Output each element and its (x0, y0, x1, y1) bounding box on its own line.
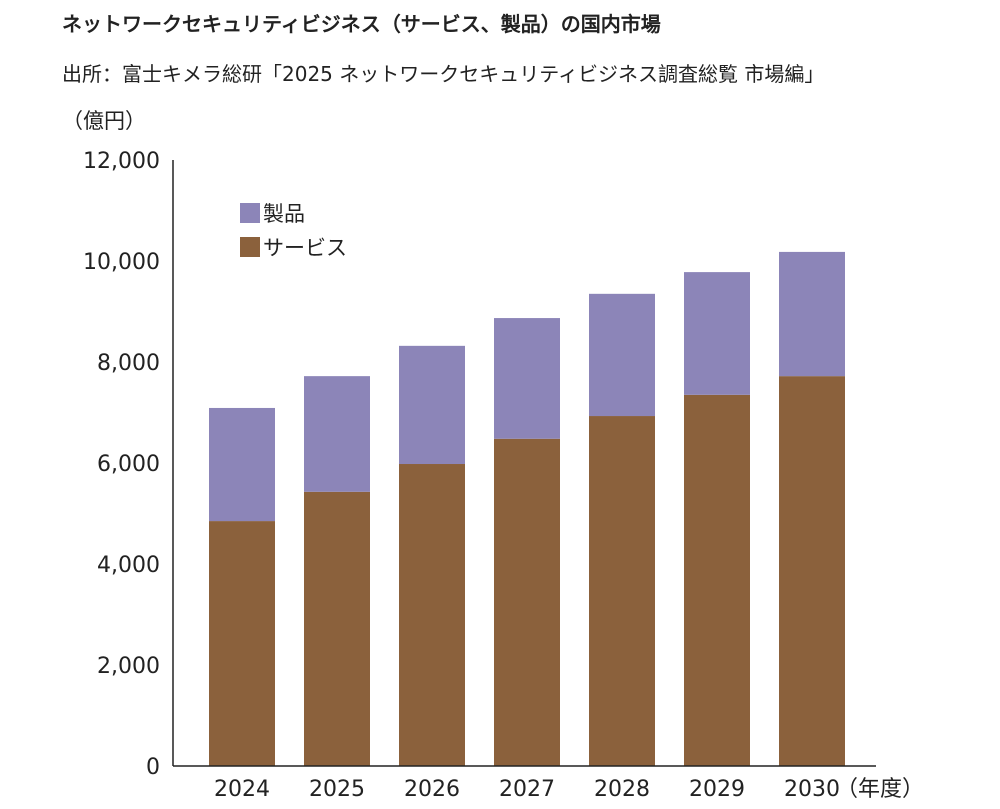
bar-service-2030 (779, 376, 845, 766)
bar-product-2025 (304, 376, 370, 492)
y-tick-label: 6,000 (97, 452, 160, 477)
x-tick-label: 2025 (309, 777, 365, 802)
x-tick-label: 2029 (689, 777, 745, 802)
y-tick-label: 8,000 (97, 351, 160, 376)
bar-service-2025 (304, 491, 370, 766)
y-tick-label: 4,000 (97, 553, 160, 578)
legend-swatch (240, 203, 260, 223)
x-tick-label: 2026 (404, 777, 460, 802)
bar-product-2024 (209, 407, 275, 522)
bar-product-2030 (779, 251, 845, 377)
y-tick-label: 0 (146, 755, 160, 780)
legend-label: 製品 (263, 202, 305, 226)
y-axis-unit-label: （億円） (62, 109, 146, 133)
bar-product-2028 (589, 293, 655, 417)
legend-label: サービス (263, 236, 347, 260)
chart-subtitle: 出所：富士キメラ総研「2025 ネットワークセキュリティビジネス調査総覧 市場編… (62, 62, 825, 86)
x-tick-label: 2030 (784, 777, 840, 802)
bar-service-2027 (494, 438, 560, 766)
bar-product-2029 (684, 272, 750, 395)
y-tick-label: 2,000 (97, 654, 160, 679)
x-tick-label: 2028 (594, 777, 650, 802)
x-tick-label: 2027 (499, 777, 555, 802)
bar-service-2028 (589, 416, 655, 766)
bar-service-2024 (209, 521, 275, 766)
y-tick-label: 12,000 (83, 149, 160, 174)
y-tick-label: 10,000 (83, 250, 160, 275)
x-axis-unit-label: （年度） (836, 777, 924, 802)
bar-service-2026 (399, 464, 465, 766)
chart-title: ネットワークセキュリティビジネス（サービス、製品）の国内市場 (62, 12, 661, 36)
bar-service-2029 (684, 394, 750, 766)
bar-product-2026 (399, 345, 465, 465)
x-tick-label: 2024 (214, 777, 270, 802)
legend-swatch (240, 237, 260, 257)
bar-product-2027 (494, 318, 560, 439)
